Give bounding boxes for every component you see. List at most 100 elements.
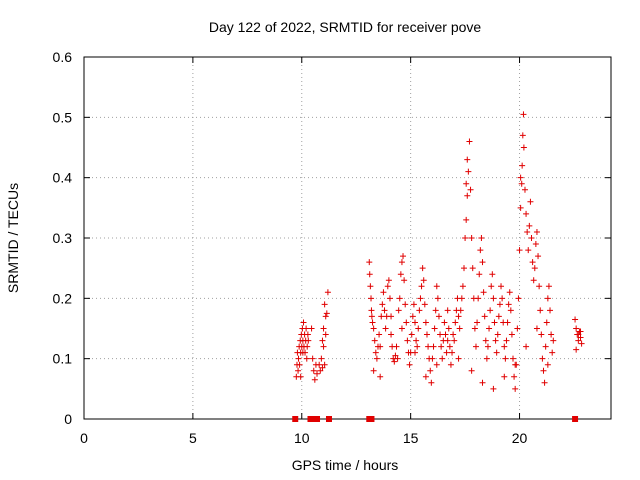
data-point xyxy=(379,301,386,308)
zero-value-marker xyxy=(368,416,375,422)
data-point xyxy=(463,180,470,187)
y-tick-label: 0.6 xyxy=(53,49,73,65)
data-point xyxy=(502,355,509,362)
data-point xyxy=(319,337,326,344)
data-point xyxy=(575,337,582,344)
data-point xyxy=(452,319,459,326)
data-point xyxy=(423,331,430,338)
data-point xyxy=(545,283,552,290)
data-point xyxy=(299,349,306,356)
data-point xyxy=(438,343,445,350)
x-tick-label: 10 xyxy=(294,430,310,446)
data-point xyxy=(455,355,462,362)
data-point xyxy=(444,307,451,314)
data-point xyxy=(498,283,505,290)
data-point xyxy=(376,331,383,338)
data-point xyxy=(310,367,317,374)
x-tick-label: 5 xyxy=(189,430,197,446)
data-point xyxy=(495,313,502,320)
data-point xyxy=(433,361,440,368)
data-point xyxy=(510,355,517,362)
data-point xyxy=(478,235,485,241)
data-point xyxy=(491,319,498,326)
data-point xyxy=(480,289,487,296)
data-point xyxy=(314,370,321,377)
data-point xyxy=(490,295,497,302)
data-point xyxy=(295,367,302,374)
data-point xyxy=(381,307,388,314)
data-point xyxy=(468,235,475,241)
data-point xyxy=(398,325,405,332)
data-point xyxy=(458,295,465,302)
data-point xyxy=(392,352,399,359)
data-point xyxy=(316,361,323,368)
data-point xyxy=(468,367,475,374)
data-point xyxy=(521,186,528,193)
data-point xyxy=(444,337,451,344)
data-point xyxy=(368,313,375,320)
data-point xyxy=(384,283,391,290)
data-point xyxy=(439,355,446,362)
data-point xyxy=(455,313,462,320)
data-point xyxy=(543,319,550,326)
data-point xyxy=(483,355,490,362)
data-point xyxy=(382,325,389,332)
data-point xyxy=(508,331,515,338)
data-point xyxy=(391,358,398,365)
data-point xyxy=(417,295,424,302)
data-point xyxy=(366,271,373,278)
data-point xyxy=(304,331,311,338)
data-point xyxy=(419,265,426,272)
data-point xyxy=(474,319,481,326)
data-point xyxy=(311,376,318,383)
data-point xyxy=(416,307,423,314)
y-tick-label: 0.4 xyxy=(53,170,73,186)
data-point xyxy=(496,301,503,308)
data-point xyxy=(404,337,411,344)
data-point xyxy=(526,222,533,229)
data-point xyxy=(523,210,530,217)
data-point xyxy=(304,343,311,350)
data-point xyxy=(450,331,457,338)
data-point xyxy=(459,283,466,290)
data-point xyxy=(525,247,532,254)
data-point xyxy=(520,144,527,151)
data-point xyxy=(442,331,449,338)
data-point xyxy=(408,331,415,338)
data-point xyxy=(467,186,474,193)
data-point xyxy=(394,355,401,362)
data-point xyxy=(413,337,420,344)
data-point xyxy=(396,295,403,302)
data-point xyxy=(297,373,304,380)
data-point xyxy=(501,373,508,380)
zero-value-marker xyxy=(572,416,579,422)
data-point xyxy=(296,361,303,368)
data-point xyxy=(428,379,435,386)
data-point xyxy=(499,295,506,302)
zero-value-marker xyxy=(292,416,299,422)
data-point xyxy=(401,277,408,284)
data-point xyxy=(395,307,402,314)
data-point xyxy=(541,379,548,386)
data-point xyxy=(430,343,437,350)
data-point xyxy=(484,343,491,350)
x-axis-label: GPS time / hours xyxy=(292,457,399,473)
x-tick-label: 20 xyxy=(512,430,528,446)
data-point xyxy=(479,259,486,266)
data-point xyxy=(434,295,441,302)
grid-lines xyxy=(84,57,611,419)
data-point xyxy=(577,334,584,341)
y-tick-label: 0.5 xyxy=(53,109,73,125)
data-point xyxy=(544,295,551,302)
data-point xyxy=(524,228,531,235)
data-point xyxy=(435,313,442,320)
data-point xyxy=(530,277,537,284)
data-point xyxy=(488,283,495,290)
data-point xyxy=(578,340,585,347)
data-point xyxy=(466,138,473,145)
data-point xyxy=(511,373,518,380)
axis-ticks xyxy=(83,56,611,420)
data-point xyxy=(425,343,432,350)
data-point xyxy=(531,265,538,272)
